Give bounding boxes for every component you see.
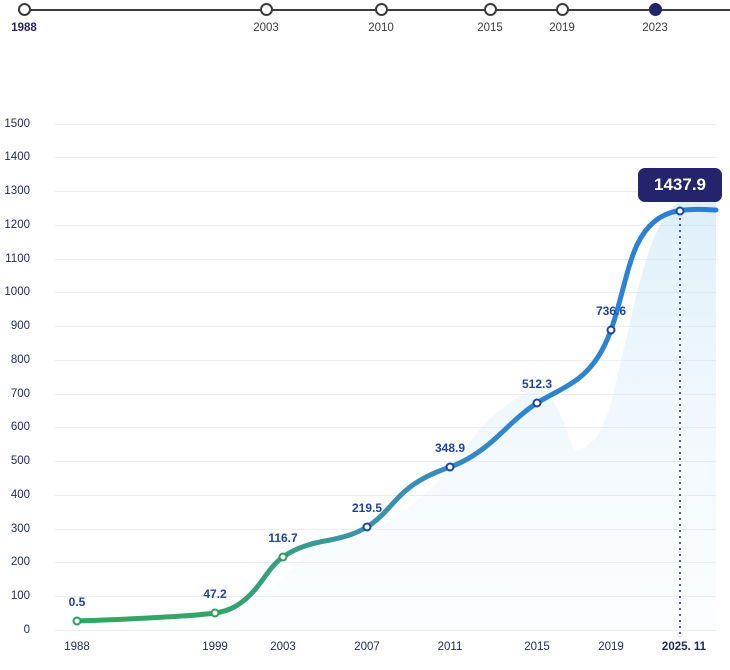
timeline-label-2010: 2010: [368, 22, 394, 34]
data-label-2015: 512.3: [521, 377, 553, 391]
data-label-2007: 219.5: [351, 501, 383, 515]
gridline-0: [55, 630, 716, 631]
timeline-node-2023[interactable]: [649, 3, 662, 16]
y-tick-200: 200: [10, 556, 30, 568]
timeline-node-2015[interactable]: [484, 3, 497, 16]
timeline-label-2023: 2023: [642, 22, 668, 34]
y-tick-700: 700: [10, 388, 30, 400]
data-point-1988[interactable]: [72, 616, 82, 626]
y-tick-500: 500: [10, 455, 30, 467]
data-label-1988: 0.5: [68, 595, 86, 609]
data-point-1999[interactable]: [210, 608, 220, 618]
line-chart: 0 100 200 300 400 500 600 700 800 900 10…: [0, 62, 730, 670]
gridline-600: [55, 427, 716, 428]
timeline-label-2003: 2003: [253, 22, 279, 34]
y-tick-1400: 1400: [4, 151, 30, 163]
data-point-2025[interactable]: [675, 206, 685, 216]
data-point-2003[interactable]: [278, 552, 288, 562]
data-point-2011[interactable]: [445, 462, 455, 472]
series-area: [55, 186, 716, 630]
timeline-label-2019: 2019: [549, 22, 575, 34]
gridline-1000: [55, 292, 716, 293]
y-tick-1200: 1200: [4, 219, 30, 231]
data-point-2019[interactable]: [606, 325, 616, 335]
y-tick-1100: 1100: [5, 253, 30, 265]
x-tick-2007: 2007: [354, 641, 380, 653]
y-tick-1000: 1000: [4, 286, 30, 298]
gridline-400: [55, 495, 716, 496]
y-tick-1500: 1500: [4, 118, 30, 130]
x-tick-2025: 2025. 11: [661, 641, 707, 653]
gridline-500: [55, 461, 716, 462]
data-label-2019: 736.6: [595, 304, 627, 318]
data-point-2015[interactable]: [532, 398, 542, 408]
gridline-1400: [55, 157, 716, 158]
timeline-label-2015: 2015: [477, 22, 503, 34]
gridline-700: [55, 394, 716, 395]
x-tick-2003: 2003: [270, 641, 296, 653]
timeline-node-2010[interactable]: [375, 3, 388, 16]
timeline-node-2019[interactable]: [556, 3, 569, 16]
plot-area: 0 100 200 300 400 500 600 700 800 900 10…: [4, 90, 722, 653]
y-tick-900: 900: [10, 320, 30, 332]
y-tick-600: 600: [10, 421, 30, 433]
gridline-1500: [55, 124, 716, 125]
timeline-label-1988: 1988: [11, 22, 37, 34]
x-tick-1988: 1988: [64, 641, 90, 653]
data-label-1999: 47.2: [203, 587, 227, 601]
y-tick-400: 400: [10, 489, 30, 501]
x-tick-2015: 2015: [524, 641, 550, 653]
timeline-rail: [18, 9, 730, 11]
gridline-1300: [55, 191, 716, 192]
timeline-node-1988[interactable]: [18, 3, 31, 16]
series-svg: [55, 186, 719, 635]
timeline-node-2003[interactable]: [260, 3, 273, 16]
gridline-1200: [55, 225, 716, 226]
x-tick-1999: 1999: [202, 641, 228, 653]
highlight-callout[interactable]: 1437.9: [638, 168, 722, 202]
timeline: 1988 2003 2010 2015 2019 2023: [0, 0, 730, 44]
data-label-2003: 116.7: [268, 531, 298, 545]
y-tick-1300: 1300: [4, 185, 30, 197]
y-tick-300: 300: [10, 523, 30, 535]
y-tick-800: 800: [10, 354, 30, 366]
y-tick-0: 0: [23, 624, 30, 636]
data-point-2007[interactable]: [362, 522, 372, 532]
series-line: [74, 206, 719, 624]
x-tick-2019: 2019: [598, 641, 624, 653]
gridline-900: [55, 326, 716, 327]
gridline-1100: [55, 259, 716, 260]
y-tick-100: 100: [10, 590, 30, 602]
gridline-800: [55, 360, 716, 361]
x-tick-2011: 2011: [437, 641, 463, 653]
data-label-2011: 348.9: [434, 441, 466, 455]
